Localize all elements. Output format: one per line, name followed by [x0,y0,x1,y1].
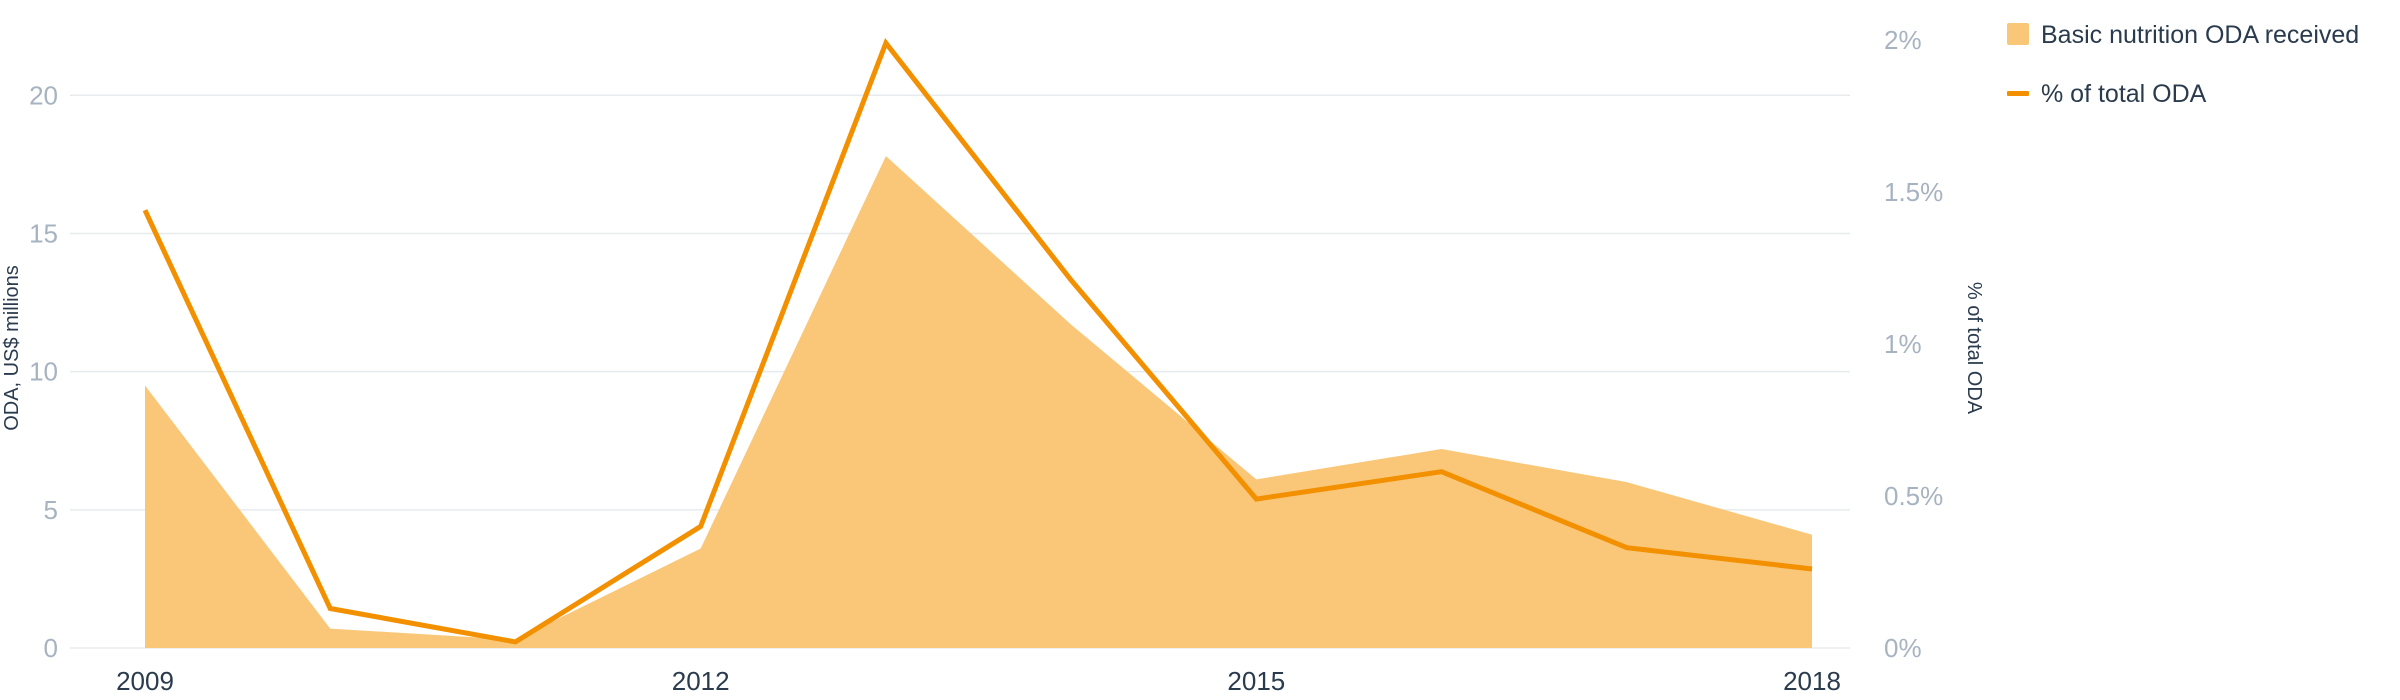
y-left-axis-title: ODA, US$ millions [1,265,23,431]
y-right-tick-label: 2% [1884,25,1922,55]
y-left-tick-label: 15 [29,218,58,248]
legend-label-line: % of total ODA [2041,80,2207,108]
y-right-tick-label: 1% [1884,329,1922,359]
y-right-axis-title: % of total ODA [1963,282,1985,415]
legend: Basic nutrition ODA received % of total … [2007,21,2359,108]
x-tick-label: 2018 [1783,666,1841,696]
y-left-tick-label: 0 [44,633,58,663]
tick-layer: 0 5 10 15 20 0% 0.5% 1% 1.5% 2% 2009 2012 2015 2018 [29,25,1943,696]
y-left-tick-label: 10 [29,357,58,387]
line-series-percent-total-oda [142,38,1813,645]
legend-swatch-line [2007,91,2029,96]
area-series-basic-nutrition [145,156,1812,648]
y-left-tick-label: 20 [29,80,58,110]
y-right-tick-label: 0% [1884,633,1922,663]
x-tick-label: 2015 [1227,666,1285,696]
y-right-tick-label: 1.5% [1884,177,1943,207]
y-left-tick-label: 5 [44,495,58,525]
x-tick-label: 2009 [116,666,174,696]
line-layer [142,38,1813,645]
x-tick-label: 2012 [672,666,730,696]
y-right-tick-label: 0.5% [1884,481,1943,511]
legend-label-area: Basic nutrition ODA received [2041,21,2359,49]
legend-swatch-area [2007,23,2029,45]
area-layer [145,156,1812,648]
